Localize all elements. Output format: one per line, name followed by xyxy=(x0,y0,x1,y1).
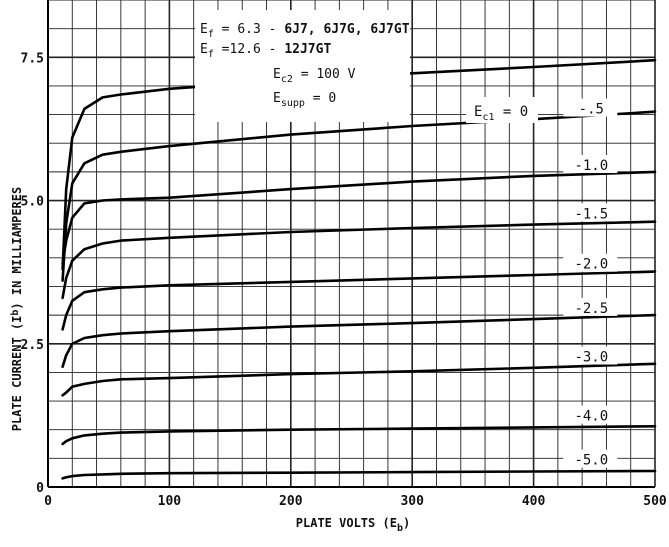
x-axis-title: PLATE VOLTS (Eb) xyxy=(296,516,410,534)
curve-line xyxy=(61,58,657,271)
annotation-line-1: Ef = 6.3 - 6J7, 6J7G, 6J7GT xyxy=(200,22,410,40)
curve-label: -2.0 xyxy=(574,257,608,273)
curve-label: -1.5 xyxy=(574,206,608,222)
curve-line xyxy=(61,313,657,368)
curve-line xyxy=(61,170,657,265)
curve-label-background xyxy=(563,405,618,424)
y-tick-label: 2.5 xyxy=(21,338,44,353)
x-tick-label: 300 xyxy=(400,494,424,509)
curves xyxy=(61,58,657,480)
curve-label: -4.0 xyxy=(574,409,608,425)
curve-labels: -.5 -1.0 -1.5 -2.0 -2.5 -3.0 -4.0 -5.0 xyxy=(563,98,618,469)
curve-line xyxy=(61,362,657,397)
curve-label: -.5 xyxy=(579,102,604,118)
curve-line xyxy=(61,425,657,446)
x-tick-label: 500 xyxy=(643,494,667,509)
y-tick-label: 0 xyxy=(36,481,44,496)
svg-text:Ec1 = 0: Ec1 = 0 xyxy=(474,104,528,123)
curve-label: -5.0 xyxy=(574,453,608,469)
curve-line xyxy=(61,270,657,331)
annotation-box: Ef = 6.3 - 6J7, 6J7G, 6J7GT Ef =12.6 - 1… xyxy=(195,10,410,122)
annotation-line-4: Esupp = 0 xyxy=(273,91,336,109)
x-tick-label: 200 xyxy=(279,494,303,509)
curve-label-background xyxy=(563,203,618,222)
curve-label-background xyxy=(563,253,618,272)
annotation-line-2: Ef =12.6 - 12J7GT xyxy=(200,42,331,60)
curve-line xyxy=(61,220,657,300)
grid-parameter-label: Ec1 = 0 xyxy=(466,97,538,123)
curve-label-background xyxy=(563,98,618,117)
axes: 0 100 200 300 400 500 0 2.5 5.0 7.5 xyxy=(21,0,667,509)
curve-label-background xyxy=(563,346,618,365)
curve-label: -3.0 xyxy=(574,350,608,366)
curve-label-background xyxy=(563,297,618,316)
annotation-background xyxy=(195,10,410,122)
x-tick-label: 400 xyxy=(522,494,546,509)
annotation-line-3: Ec2 = 100 V xyxy=(273,67,356,85)
y-axis-title: PLATE CURRENT (Ib) IN MILLIAMPERES xyxy=(10,187,24,431)
curve-label: -1.0 xyxy=(574,158,608,174)
curve-label: -2.5 xyxy=(574,301,608,317)
curve-label-background xyxy=(563,449,618,468)
curve-label-background xyxy=(563,155,618,174)
y-tick-label: 5.0 xyxy=(21,195,45,210)
curve-line xyxy=(61,110,657,282)
x-tick-label: 0 xyxy=(44,494,52,509)
y-tick-label: 7.5 xyxy=(21,51,44,66)
x-tick-label: 100 xyxy=(158,494,182,509)
curve-line xyxy=(61,469,657,480)
